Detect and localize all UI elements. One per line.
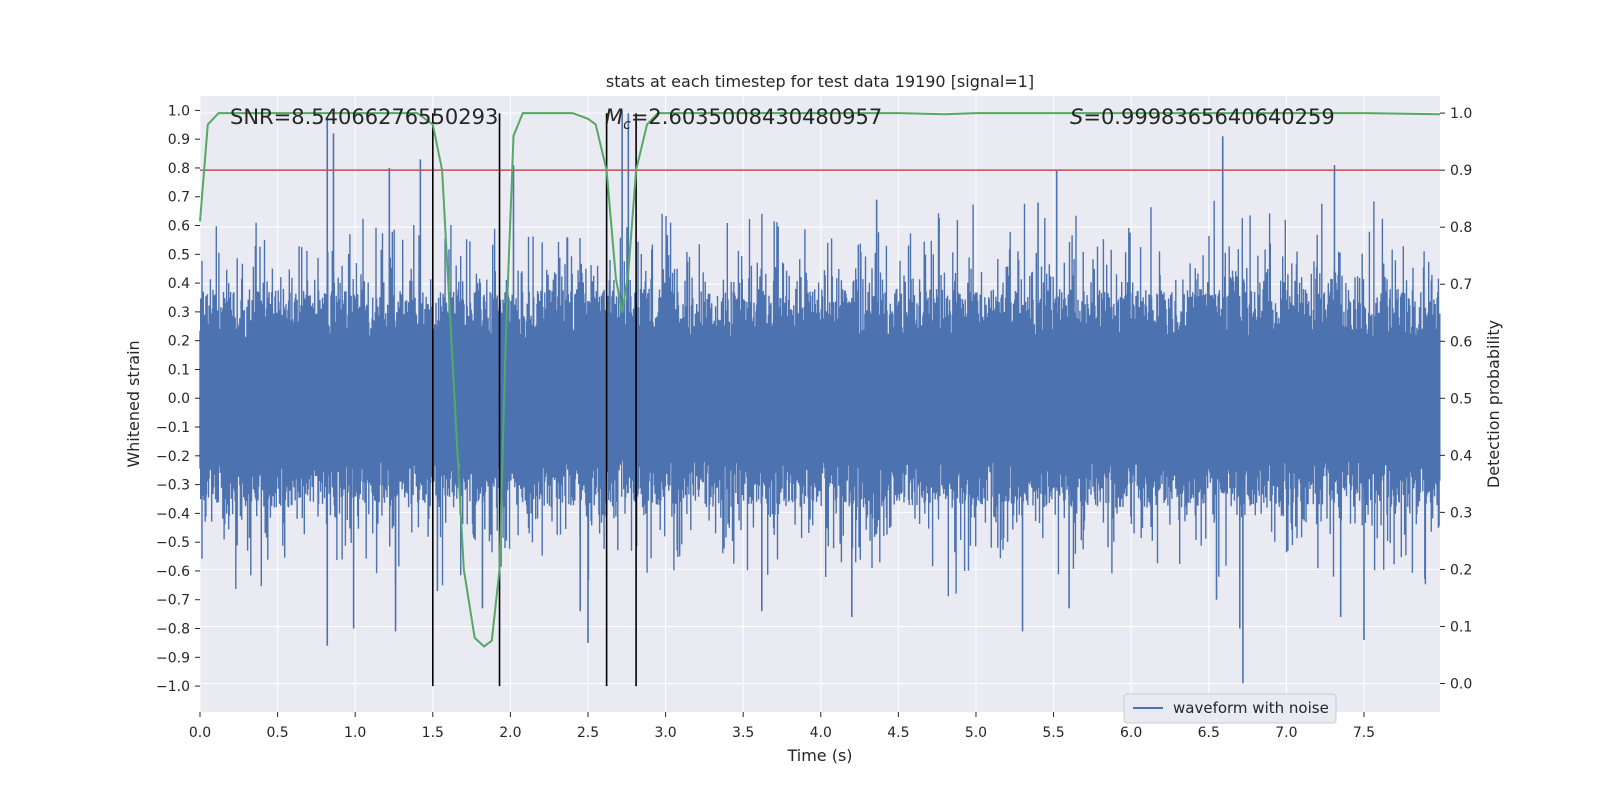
probability-series	[199, 112, 1441, 648]
x-axis-ticks: 0.0 0.5 1.0 1.5 2.0 2.5 3.0 3.5 4.0 4.5 5.0 5.5 6.0 6…	[189, 712, 1375, 741]
y-tick-label: −0.5	[156, 535, 190, 551]
x-tick-label: 4.5	[887, 725, 909, 741]
y2-axis-ticks: 1.0 0.9 0.8 0.7 0.6 0.5 0.4 0.3 0.2 0.1 0.0	[1440, 106, 1472, 692]
y-tick-label: −0.3	[156, 478, 190, 494]
y-tick-label: −0.6	[156, 564, 190, 580]
x-tick-label: 7.5	[1353, 725, 1375, 741]
y-tick-label: 1.0	[168, 103, 190, 119]
x-tick-label: 2.0	[499, 725, 521, 741]
chirp-mass-value: =2.6035008430480957	[631, 105, 882, 129]
y2-tick-label: 0.0	[1450, 676, 1472, 692]
y-tick-label: 0.7	[168, 190, 190, 206]
x-tick-label: 1.5	[422, 725, 444, 741]
y-tick-label: 0.0	[168, 391, 190, 407]
y2-tick-label: 0.6	[1450, 334, 1472, 350]
waveform-core	[200, 343, 1440, 453]
y2-tick-label: 0.8	[1450, 220, 1472, 236]
y2-tick-label: 0.2	[1450, 562, 1472, 578]
waveform-series	[199, 200, 1441, 597]
y-tick-label: 0.1	[168, 362, 190, 378]
waveform-spikes	[326, 110, 1365, 684]
y-tick-label: 0.2	[168, 334, 190, 350]
x-tick-label: 1.0	[344, 725, 366, 741]
y2-tick-label: 0.4	[1450, 448, 1472, 464]
y-tick-label: 0.5	[168, 247, 190, 263]
y2-tick-label: 1.0	[1450, 106, 1472, 122]
y-tick-label: 0.8	[168, 161, 190, 177]
y-axis-label: Whitened strain	[124, 340, 143, 467]
y-tick-label: −0.2	[156, 449, 190, 465]
marker-lines	[431, 113, 637, 687]
legend: waveform with noise	[1123, 693, 1337, 724]
y-tick-label: 0.9	[168, 132, 190, 148]
y2-tick-label: 0.5	[1450, 391, 1472, 407]
y-tick-label: −1.0	[156, 679, 190, 695]
y-tick-label: −0.9	[156, 650, 190, 666]
statistic-value: =0.9998365640640259	[1083, 105, 1334, 129]
chirp-mass-annotation: Mc=2.6035008430480957	[605, 105, 882, 133]
x-tick-label: 3.0	[654, 725, 676, 741]
y2-tick-label: 0.1	[1450, 619, 1472, 635]
y-tick-label: −0.7	[156, 593, 190, 609]
probability-line	[199, 112, 1441, 648]
x-tick-label: 6.5	[1198, 725, 1220, 741]
x-tick-label: 5.0	[965, 725, 987, 741]
chirp-mass-symbol: M	[605, 105, 623, 129]
y-tick-label: −0.8	[156, 622, 190, 638]
x-tick-label: 0.0	[189, 725, 211, 741]
chirp-mass-subscript: c	[623, 117, 631, 133]
y2-tick-label: 0.3	[1450, 505, 1472, 521]
x-axis-label: Time (s)	[786, 746, 852, 765]
y-axis-ticks: 1.0 0.9 0.8 0.7 0.6 0.5 0.4 0.3 0.2 0.1 0.0 −0.1 −0.…	[156, 103, 200, 695]
x-tick-label: 0.5	[266, 725, 288, 741]
statistic-symbol: S	[1070, 105, 1083, 129]
x-tick-label: 4.0	[810, 725, 832, 741]
x-tick-label: 3.5	[732, 725, 754, 741]
statistic-annotation: S=0.9998365640640259	[1070, 105, 1335, 129]
snr-annotation: SNR=8.54066276550293	[230, 105, 498, 129]
y-tick-label: 0.3	[168, 305, 190, 321]
y2-tick-label: 0.7	[1450, 277, 1472, 293]
x-tick-label: 6.0	[1120, 725, 1142, 741]
x-tick-label: 2.5	[577, 725, 599, 741]
y2-axis-label: Detection probability	[1484, 320, 1503, 488]
x-tick-label: 5.5	[1042, 725, 1064, 741]
legend-label: waveform with noise	[1173, 699, 1329, 717]
y-tick-label: −0.1	[156, 420, 190, 436]
legend-box	[1123, 693, 1337, 724]
x-tick-label: 7.0	[1275, 725, 1297, 741]
y-tick-label: 0.4	[168, 276, 190, 292]
y2-tick-label: 0.9	[1450, 163, 1472, 179]
y-tick-label: −0.4	[156, 506, 190, 522]
y-tick-label: 0.6	[168, 219, 190, 235]
chart-title: stats at each timestep for test data 191…	[606, 72, 1034, 91]
